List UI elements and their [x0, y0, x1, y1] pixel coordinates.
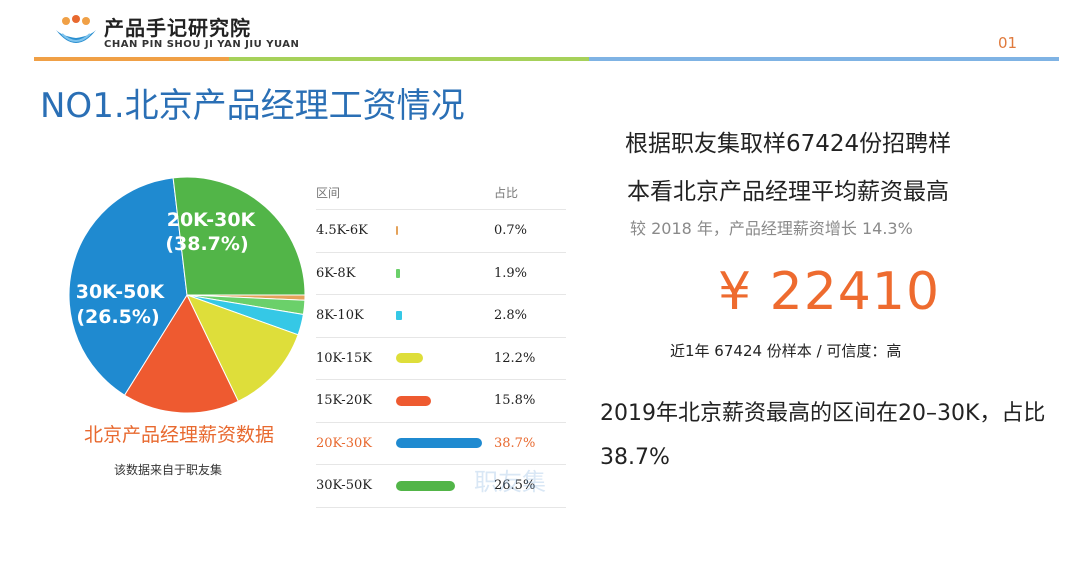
row-bar-cell: [396, 438, 490, 449]
page-number: 01: [998, 34, 1018, 52]
table-row: 15K-20K 15.8%: [316, 380, 566, 423]
pie-label-30k-50k-pct: (26.5%): [76, 306, 159, 328]
row-pct: 2.8%: [494, 308, 528, 324]
table-row: 4.5K-6K 0.7%: [316, 210, 566, 253]
row-bar: [396, 353, 424, 364]
logo-icon: [56, 15, 96, 43]
average-salary: ¥ 22410: [718, 262, 941, 322]
row-pct: 0.7%: [494, 223, 528, 239]
row-bar: [396, 311, 403, 321]
header-rule-green: [229, 57, 589, 61]
row-bar: [396, 438, 482, 449]
pie-label-20k-30k-pct: (38.7%): [165, 233, 248, 255]
row-bar-cell: [396, 480, 490, 491]
table-body: 4.5K-6K 0.7% 6K-8K 1.9% 8K-10K 2.8% 10K-…: [316, 210, 566, 508]
brand-logo: 产品手记研究院 CHAN PIN SHOU JI YAN JIU YUAN: [52, 12, 299, 56]
row-bar: [396, 395, 432, 406]
row-pct: 38.7%: [494, 435, 536, 451]
pie-slice-15k-20k: [123, 293, 239, 414]
pie-slice-30k-50k: [172, 176, 306, 296]
row-pct: 15.8%: [494, 393, 536, 409]
summary-line-2: 本看北京产品经理平均薪资最高: [627, 179, 949, 205]
data-source-note: 该数据来自于职友集: [114, 463, 223, 477]
row-range: 6K-8K: [316, 265, 356, 281]
table-row: 6K-8K 1.9%: [316, 253, 566, 295]
row-bar: [396, 268, 401, 278]
salary-pie-chart: 20K-30K (38.7%) 30K-50K (26.5%): [62, 170, 312, 420]
header-range: 区间: [316, 186, 341, 200]
sample-note: 近1年 67424 份样本 / 可信度：高: [670, 342, 902, 360]
pie-svg: 20K-30K (38.7%) 30K-50K (26.5%): [68, 176, 306, 414]
row-bar: [396, 226, 398, 236]
table-row: 8K-10K 2.8%: [316, 295, 566, 338]
conclusion-text: 2019年北京薪资最高的区间在20–30K，占比38.7%: [600, 401, 1046, 470]
row-bar: [396, 480, 455, 491]
summary-line-1: 根据职友集取样67424份招聘样: [625, 131, 952, 157]
growth-note: 较 2018 年，产品经理薪资增长 14.3%: [630, 219, 913, 238]
row-pct: 12.2%: [494, 350, 536, 366]
header-rule-orange: [34, 57, 229, 61]
row-range: 10K-15K: [316, 350, 372, 366]
row-range: 20K-30K: [316, 435, 372, 451]
table-row: 10K-15K 12.2%: [316, 338, 566, 380]
row-range: 15K-20K: [316, 393, 372, 409]
row-bar-cell: [396, 353, 490, 364]
row-bar-cell: [396, 395, 490, 406]
table-row: 20K-30K 38.7%: [316, 423, 566, 465]
row-bar-cell: [396, 226, 490, 236]
header-pct: 占比: [494, 186, 519, 200]
table-row: 30K-50K 26.5%: [316, 465, 566, 508]
table-header: 区间 占比: [316, 176, 566, 210]
row-bar-cell: [396, 311, 490, 321]
row-range: 30K-50K: [316, 478, 372, 494]
row-pct: 26.5%: [494, 478, 536, 494]
pie-slice-10k-15k: [186, 294, 299, 402]
row-range: 4.5K-6K: [316, 223, 368, 239]
pie-label-20k-30k-range: 20K-30K: [167, 209, 257, 231]
watermark-text: 职友集: [474, 468, 546, 496]
row-range: 8K-10K: [316, 308, 364, 324]
logo-pinyin-name: CHAN PIN SHOU JI YAN JIU YUAN: [104, 39, 300, 50]
pie-caption: 北京产品经理薪资数据: [84, 424, 275, 446]
row-pct: 1.9%: [494, 265, 528, 281]
logo-chinese-name: 产品手记研究院: [104, 16, 251, 40]
slide-title: NO1.北京产品经理工资情况: [40, 86, 465, 126]
row-bar-cell: [396, 268, 490, 278]
logo-text: 产品手记研究院 CHAN PIN SHOU JI YAN JIU YUAN: [104, 17, 299, 51]
pie-label-30k-50k-range: 30K-50K: [76, 281, 166, 303]
salary-distribution-table: 区间 占比 4.5K-6K 0.7% 6K-8K 1.9% 8K-10K 2.8…: [316, 176, 566, 508]
pie-slice-20k-30k: [68, 177, 188, 396]
header-rule-blue: [589, 57, 1059, 61]
